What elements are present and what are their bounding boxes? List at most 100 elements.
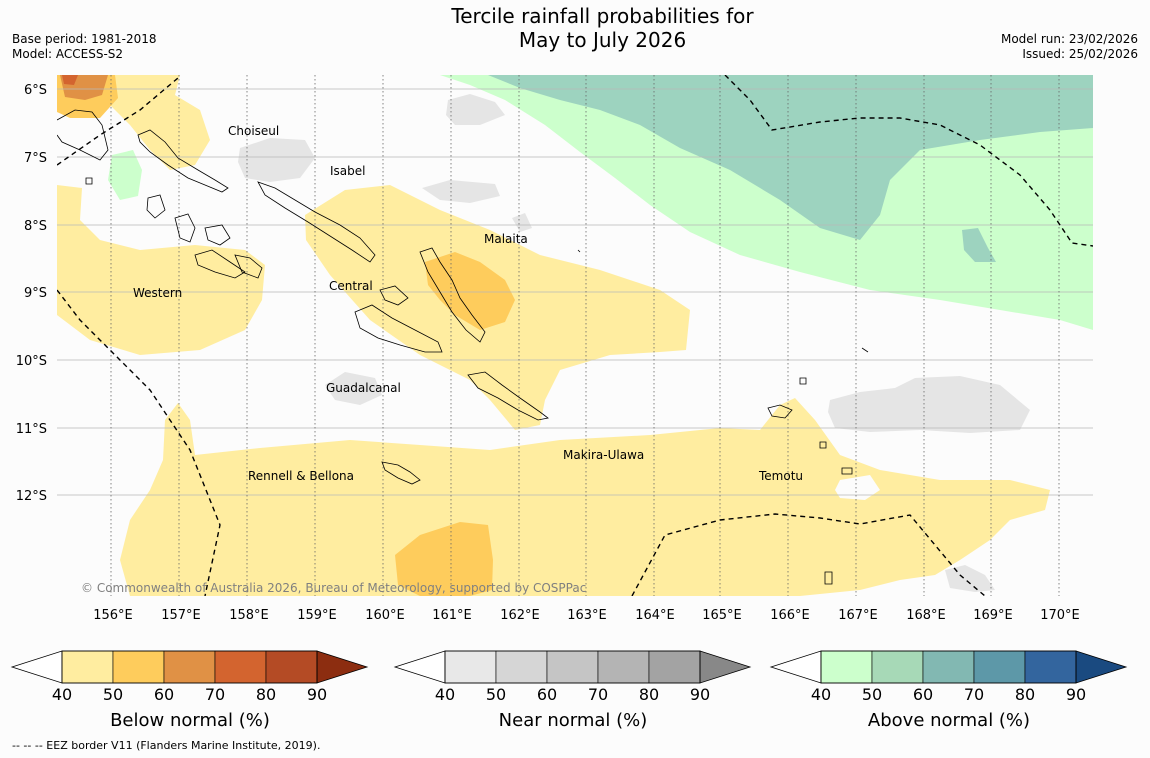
lon-label-170e: 170°E xyxy=(1040,608,1080,623)
above-normal-patch-west xyxy=(108,150,142,200)
legend-near-tick: 90 xyxy=(690,685,710,704)
legend-above-normal: 40 50 60 70 80 90 Above normal (%) xyxy=(769,650,1128,731)
below-normal-40-south xyxy=(120,398,1050,596)
coastlines xyxy=(57,109,869,585)
label-makira-ulawa: Makira-Ulawa xyxy=(563,448,644,462)
eez-borders xyxy=(57,75,1093,596)
makira-coast xyxy=(467,371,549,421)
bougainville-coast xyxy=(57,109,109,161)
legend-above-tick: 70 xyxy=(964,685,984,704)
legend-above-swatch xyxy=(922,650,975,684)
legend-below-max-arrow xyxy=(316,650,369,684)
below-normal-40-main xyxy=(57,185,265,355)
longitude-axis: 156°E 157°E 158°E 159°E 160°E 161°E 162°… xyxy=(93,608,1080,623)
eez-border-north-east xyxy=(724,75,1093,247)
isabel-coast xyxy=(257,181,376,263)
eez-border-north-west xyxy=(57,77,179,166)
lon-label-168e: 168°E xyxy=(906,608,946,623)
legend-below-swatch xyxy=(163,650,216,684)
legend-above-ticks: 40 50 60 70 80 90 xyxy=(811,685,1086,704)
lat-label-6s: 6°S xyxy=(24,83,47,98)
legend-near-title: Near normal (%) xyxy=(499,710,648,731)
legend-near-swatch xyxy=(597,650,650,684)
legend-near-tick: 80 xyxy=(639,685,659,704)
legend-below-min-arrow xyxy=(10,650,63,684)
legend-below-normal: 40 50 60 70 80 90 Below normal (%) xyxy=(10,650,369,731)
legend-near-tick: 40 xyxy=(435,685,455,704)
lat-label-7s: 7°S xyxy=(24,151,47,166)
longitude-gridlines xyxy=(110,75,1060,596)
legend-above-tick: 50 xyxy=(862,685,882,704)
near-normal-patch-4 xyxy=(512,213,532,232)
legend-above-tick: 80 xyxy=(1015,685,1035,704)
legend-near-swatches xyxy=(444,650,701,684)
near-normal-patch-1 xyxy=(446,94,505,125)
lon-label-156e: 156°E xyxy=(93,608,133,623)
model-run-date: Model run: 23/02/2026 xyxy=(1000,32,1138,46)
legend-near-swatch xyxy=(444,650,497,684)
legend-below-title: Below normal (%) xyxy=(110,710,270,731)
near-normal-patch-3 xyxy=(422,180,500,203)
lat-label-10s: 10°S xyxy=(16,354,47,369)
latitude-gridlines xyxy=(57,88,1093,496)
legend-above-swatch xyxy=(871,650,924,684)
legend-above-swatches xyxy=(820,650,1077,684)
legend-above-title: Above normal (%) xyxy=(868,710,1030,731)
legend-above-swatch xyxy=(820,650,873,684)
legend-near-tick: 60 xyxy=(537,685,557,704)
legend-above-tick: 60 xyxy=(913,685,933,704)
lon-label-169e: 169°E xyxy=(973,608,1013,623)
malaita-coast xyxy=(419,247,486,343)
label-malaita: Malaita xyxy=(484,232,528,246)
legend-near-tick: 70 xyxy=(588,685,608,704)
temotu-coast xyxy=(767,404,793,419)
legend-below-tick: 70 xyxy=(205,685,225,704)
vella-coast xyxy=(146,194,166,219)
lon-label-161e: 161°E xyxy=(432,608,472,623)
ranongga-coast xyxy=(234,254,263,279)
legend-below-tick: 50 xyxy=(103,685,123,704)
small-islands xyxy=(85,177,869,585)
lon-label-160e: 160°E xyxy=(365,608,405,623)
below-normal-50-south xyxy=(395,522,493,596)
lat-label-8s: 8°S xyxy=(24,219,47,234)
eez-border-south-east xyxy=(631,513,986,596)
legend-near-tick: 50 xyxy=(486,685,506,704)
label-rennell-bellona: Rennell & Bellona xyxy=(248,469,354,483)
lon-label-162e: 162°E xyxy=(500,608,540,623)
near-normal-hole-temotu xyxy=(835,475,880,500)
guadalcanal-coast xyxy=(354,304,443,353)
run-info: Model run: 23/02/2026 Issued: 25/02/2026 xyxy=(1001,32,1138,62)
above-normal-60-patch xyxy=(962,228,996,262)
legend-below-outline xyxy=(61,650,318,684)
legend-above-max-arrow xyxy=(1075,650,1128,684)
label-central: Central xyxy=(329,279,373,293)
new-georgia-coast xyxy=(174,213,246,279)
legend-below-swatch xyxy=(61,650,114,684)
label-guadalcanal: Guadalcanal xyxy=(326,381,401,395)
lon-label-157e: 157°E xyxy=(161,608,201,623)
copyright-notice: © Commonwealth of Australia 2026, Bureau… xyxy=(81,581,586,595)
label-western: Western xyxy=(133,286,182,300)
legend-near-swatch xyxy=(546,650,599,684)
below-normal-50-malaita xyxy=(425,252,515,330)
choiseul-coast xyxy=(137,129,229,193)
above-normal-60-region xyxy=(488,75,1093,240)
lon-label-165e: 165°E xyxy=(702,608,742,623)
legend-above-tick: 90 xyxy=(1066,685,1086,704)
issued-date: Issued: 25/02/2026 xyxy=(1022,47,1138,61)
legend-below-swatch xyxy=(265,650,318,684)
lon-label-158e: 158°E xyxy=(229,608,269,623)
legend-near-max-arrow xyxy=(699,650,752,684)
legend-below-swatch xyxy=(214,650,267,684)
lat-label-12s: 12°S xyxy=(16,489,47,504)
lat-label-11s: 11°S xyxy=(16,422,47,437)
legend-below-tick: 90 xyxy=(307,685,327,704)
title-line-2: May to July 2026 xyxy=(518,28,687,52)
legend-near-swatch xyxy=(648,650,701,684)
legend-below-tick: 80 xyxy=(256,685,276,704)
province-labels: Choiseul Isabel Malaita Western Central … xyxy=(133,124,803,483)
map-title: Tercile rainfall probabilities for May t… xyxy=(350,4,855,52)
rennell-coast xyxy=(381,461,421,485)
below-normal-70-northwest xyxy=(62,75,78,85)
